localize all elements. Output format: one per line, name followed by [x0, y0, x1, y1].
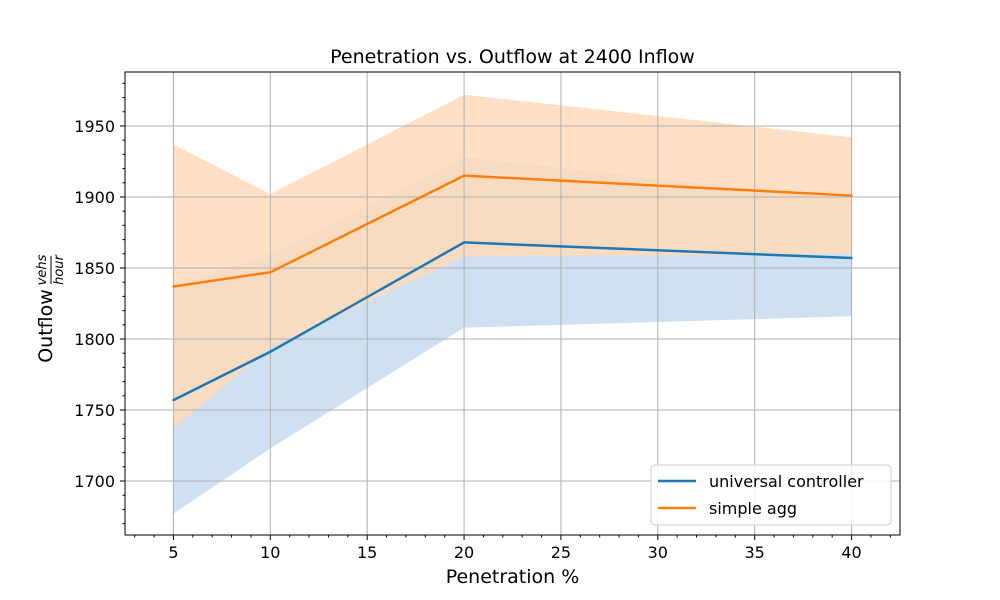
point-universal-controller [269, 350, 272, 353]
y-axis-unit-numerator: vehs [35, 254, 50, 285]
y-axis-unit-denominator: hour [52, 253, 67, 284]
band-simple-agg [173, 94, 852, 429]
point-universal-controller [850, 256, 853, 260]
y-tick-label: 1700 [74, 472, 115, 491]
legend: universal controller simple agg [650, 464, 892, 526]
x-tick-label: 20 [454, 543, 474, 562]
point-simple-agg [462, 174, 466, 177]
plot-frame [124, 71, 901, 536]
x-tick-label: 10 [260, 543, 280, 562]
line-simple-agg [173, 174, 852, 288]
x-tick-label: 25 [551, 543, 571, 562]
series-lines [172, 174, 853, 402]
y-tick-label: 1750 [74, 401, 115, 420]
x-tick-label: 5 [168, 543, 178, 562]
y-tick-label: 1950 [74, 117, 115, 136]
y-tick-label: 1800 [74, 330, 115, 349]
y-tick-label: 1850 [74, 259, 115, 278]
line-universal-controller [172, 241, 852, 402]
point-simple-agg [850, 194, 853, 197]
y-axis-label-text: Outflow [35, 289, 57, 363]
point-simple-agg [269, 271, 272, 274]
legend-label-universal-controller: universal controller [709, 472, 864, 491]
x-tick-label: 35 [745, 543, 765, 562]
point-universal-controller [172, 398, 175, 402]
x-axis-label: Penetration % [446, 566, 580, 588]
axes: 5 10 15 20 25 30 35 40 1700 1750 1800 1850 1900 1950 [74, 71, 901, 562]
chart-title: Penetration vs. Outflow at 2400 Inflow [330, 46, 695, 68]
gridlines [125, 72, 900, 535]
y-axis-label: Outflow vehs hour [35, 253, 67, 362]
legend-box [650, 464, 892, 526]
y-tick-label: 1900 [74, 188, 115, 207]
x-tick-label: 15 [357, 543, 377, 562]
point-universal-controller [462, 241, 466, 244]
confidence-bands [173, 94, 852, 514]
x-tick-label: 40 [841, 543, 861, 562]
x-tick-label: 30 [648, 543, 668, 562]
legend-label-simple-agg: simple agg [709, 499, 797, 518]
point-simple-agg [172, 285, 175, 288]
